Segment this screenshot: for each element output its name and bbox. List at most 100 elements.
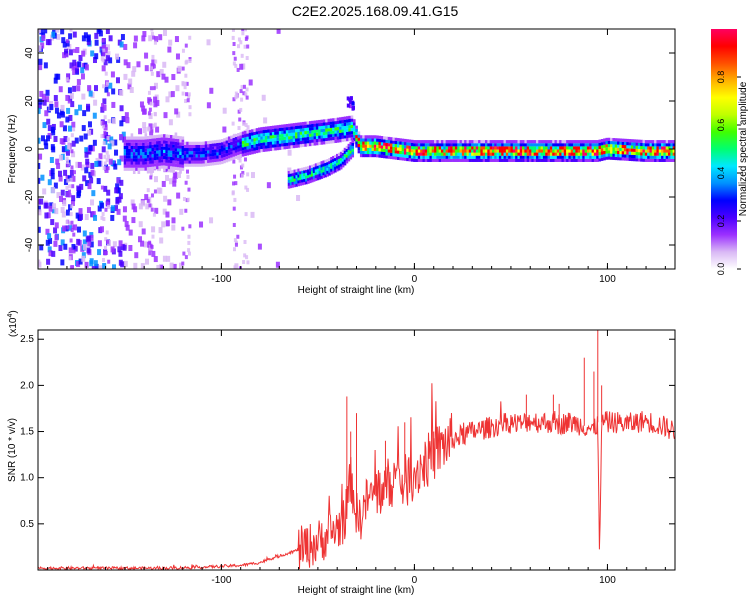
heatmap-cell [670,149,673,153]
heatmap-cell [207,162,210,167]
heatmap-cell [501,143,504,147]
heatmap-cell [450,140,453,144]
heatmap-cell [101,212,105,217]
heatmap-cell [271,135,275,139]
heatmap-cell [464,152,467,156]
heatmap-cell [142,161,145,165]
heatmap-cell [93,99,98,106]
heatmap-cell [350,127,354,132]
heatmap-cell [74,109,79,116]
heatmap-cell [146,139,150,143]
heatmap-cell [167,169,171,173]
heatmap-cell [301,182,304,186]
heatmap-cell [51,250,56,257]
heatmap-cell [485,152,488,156]
heatmap-cell [637,145,641,150]
heatmap-cell [156,71,161,78]
heatmap-cell [410,139,414,143]
heatmap-cell [238,158,242,163]
heatmap-cell [233,238,237,243]
heatmap-cell [649,149,653,153]
heatmap-cell [299,122,303,126]
heatmap-cell [128,229,133,236]
heatmap-cell [175,85,180,92]
heatmap-cell [79,135,84,142]
heatmap-cell [146,167,150,171]
heatmap-cell [255,146,259,151]
heatmap-cell [142,167,145,171]
heatmap-cell [547,152,551,156]
heatmap-cell [538,146,541,150]
heatmap-cell [573,152,576,156]
heatmap-cell [582,140,585,144]
heatmap-cell [387,149,391,153]
heatmap-cell [101,146,106,153]
heatmap-cell [351,151,355,155]
heatmap-cell [264,142,268,146]
heatmap-cell [152,86,156,91]
heatmap-cell [328,157,331,162]
heatmap-cell [542,152,546,156]
heatmap-cell [293,175,297,179]
heatmap-cell [559,155,562,159]
heatmap-cell [288,126,291,131]
heatmap-cell [255,143,259,147]
heatmap-cell [438,158,442,162]
heatmap-cell [195,154,199,158]
heatmap-cell [244,140,247,144]
heatmap-cell [132,145,136,150]
heatmap-cell [238,117,242,122]
heatmap-cell [269,125,273,130]
heatmap-cell [269,144,273,148]
heatmap-cell [399,153,402,158]
heatmap-cell [491,146,495,150]
heatmap-cell [100,185,104,190]
heatmap-cell [373,138,377,142]
heatmap-cell [473,143,477,147]
heatmap-cell [172,144,175,148]
heatmap-cell [352,134,356,138]
heatmap-cell [188,105,192,110]
heatmap-cell [591,158,595,162]
heatmap-cell [329,130,333,135]
heatmap-cell [188,160,192,164]
heatmap-cell [269,129,273,133]
heatmap-cell [452,152,456,156]
heatmap-cell [233,56,237,61]
heatmap-cell [74,67,79,74]
heatmap-cell [258,130,261,134]
heatmap-cell [179,154,182,159]
heatmap-cell [554,146,558,150]
heatmap-cell [241,163,245,168]
heatmap-cell [190,144,194,149]
heatmap-cell [332,124,335,128]
heatmap-cell [508,140,511,144]
heatmap-cell [349,96,353,101]
heatmap-cell [125,145,129,150]
heatmap-cell [325,119,328,123]
heatmap-cell [364,144,368,148]
heatmap-cell [577,155,581,159]
heatmap-cell [160,159,164,163]
heatmap-cell [290,139,294,143]
heatmap-cell [197,147,201,152]
heatmap-cell [104,250,108,255]
heatmap-cell [591,152,595,156]
heatmap-cell [607,150,611,154]
heatmap-cell [434,158,437,162]
heatmap-cell [79,213,84,220]
heatmap-cell [533,143,537,147]
heatmap-cell [115,53,120,60]
heatmap-cell [269,138,273,142]
heatmap-cell [204,141,208,145]
heatmap-cell [326,170,329,174]
heatmap-cell [623,145,627,149]
heatmap-cell [480,152,483,156]
heatmap-cell [584,146,588,150]
heatmap-cell [304,121,307,125]
heatmap-cell [649,146,653,150]
heatmap-cell [649,143,653,147]
heatmap-cell [410,149,414,153]
heatmap-cell [401,147,405,152]
